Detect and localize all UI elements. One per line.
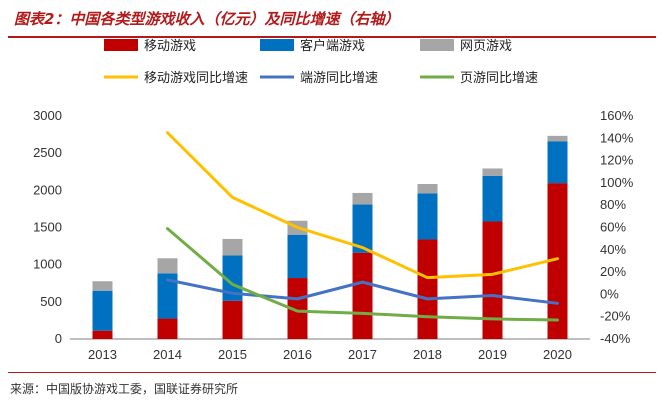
y-right-tick-label: 140%	[600, 130, 634, 145]
bar-segment	[157, 258, 178, 274]
source-divider	[8, 372, 656, 373]
legend-label: 客户端游戏	[300, 38, 365, 54]
y-right-tick-label: 60%	[600, 220, 626, 235]
legend-label: 移动游戏同比增速	[144, 71, 248, 86]
bar-segment	[92, 290, 113, 331]
y-right-tick-label: 120%	[600, 153, 634, 168]
y-left-tick-label: 1000	[33, 257, 62, 272]
y-right-tick-label: -40%	[600, 331, 631, 346]
title-divider	[8, 36, 656, 38]
y-right-tick-label: 80%	[600, 197, 626, 212]
bar-segment	[92, 330, 113, 339]
legend-swatch	[420, 39, 454, 51]
bar-segment	[157, 273, 178, 319]
bar-segment	[482, 221, 503, 339]
bars	[92, 135, 568, 339]
growth-line	[166, 278, 559, 305]
y-left-tick-label: 2000	[33, 182, 62, 197]
bar-segment	[417, 239, 438, 339]
bar-segment	[287, 278, 308, 339]
bar-segment	[222, 300, 243, 339]
y-left-tick-label: 2500	[33, 145, 62, 160]
y-right-tick-label: 20%	[600, 264, 626, 279]
y-left-tick-label: 500	[40, 294, 62, 309]
bar-segment	[352, 204, 373, 253]
legend-label: 页游同比增速	[460, 71, 538, 86]
bar-segment	[222, 255, 243, 301]
bar-segment	[547, 135, 568, 142]
x-tick-label: 2020	[543, 347, 572, 362]
chart-title: 图表2：中国各类型游戏收入（亿元）及同比增速（右轴）	[14, 10, 400, 28]
title-bar: 图表2：中国各类型游戏收入（亿元）及同比增速（右轴）	[8, 6, 656, 38]
bar-segment	[417, 184, 438, 194]
legend-label: 移动游戏	[144, 39, 196, 54]
x-tick-label: 2018	[413, 347, 442, 362]
bar-segment	[287, 234, 308, 279]
lines	[166, 131, 559, 322]
source-note: 来源：中国版协游戏工委，国联证券研究所	[10, 382, 239, 396]
y-left-tick-label: 3000	[33, 108, 62, 123]
x-tick-label: 2013	[88, 347, 117, 362]
bar-segment	[547, 141, 568, 184]
legend-label: 端游同比增速	[300, 71, 378, 86]
bar-segment	[482, 175, 503, 222]
bar-segment	[92, 281, 113, 291]
bar-segment	[157, 318, 178, 339]
y-right-tick-label: -20%	[600, 309, 631, 324]
bar-segment	[482, 168, 503, 176]
bar-segment	[352, 252, 373, 339]
y-right-tick-label: 40%	[600, 242, 626, 257]
growth-line	[166, 227, 559, 322]
growth-line	[166, 131, 559, 280]
y-right-tick-label: 160%	[600, 108, 634, 123]
bar-segment	[547, 183, 568, 339]
bar-segment	[352, 192, 373, 205]
x-tick-label: 2015	[218, 347, 247, 362]
bar-segment	[417, 193, 438, 240]
x-tick-label: 2014	[153, 347, 182, 362]
legend-label: 网页游戏	[460, 39, 512, 54]
axes: 2013 2014 2015 2016 2017 2018 2019 2020 0 500 1000…	[33, 108, 634, 362]
chart-area: 移动游戏 客户端游戏 网页游戏 移动游戏同比增速 端游同比增速 页游同比增速 2013 20…	[0, 36, 662, 366]
y-left-tick-label: 1500	[33, 220, 62, 235]
legend-swatch	[104, 39, 138, 51]
x-tick-label: 2016	[283, 347, 312, 362]
y-right-tick-label: 100%	[600, 175, 634, 190]
legend-swatch	[260, 39, 294, 51]
y-left-tick-label: 0	[55, 331, 62, 346]
bar-segment	[222, 238, 243, 256]
x-tick-label: 2019	[478, 347, 507, 362]
y-right-tick-label: 0%	[600, 286, 619, 301]
x-tick-label: 2017	[348, 347, 377, 362]
